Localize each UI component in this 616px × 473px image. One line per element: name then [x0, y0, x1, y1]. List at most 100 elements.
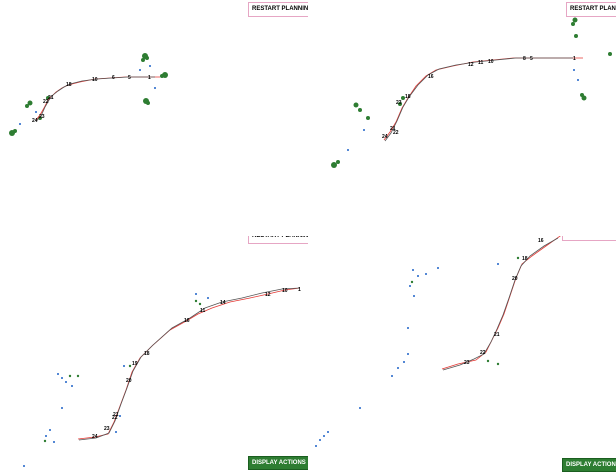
map-canvas-2[interactable]: 21 24 22 23 18 16 12 11 10 8 5 1: [308, 0, 616, 236]
blue-node: [65, 381, 67, 383]
cluster-node: [145, 56, 149, 60]
cluster-node: [366, 116, 370, 120]
blue-node: [391, 375, 393, 377]
cluster-node: [160, 74, 164, 78]
waypoint-label: 21: [48, 95, 54, 101]
blue-node: [119, 415, 121, 417]
cluster-node: [516, 256, 520, 260]
planned-path-gray: [35, 76, 155, 122]
planned-path-gray: [384, 57, 573, 142]
cluster-node: [198, 302, 202, 306]
waypoint-label: 5: [128, 75, 131, 81]
waypoint-label: 22: [480, 350, 486, 356]
waypoint-label: 23: [104, 426, 110, 432]
waypoint-label: 6: [112, 75, 115, 81]
blue-node: [397, 367, 399, 369]
waypoint-label: 11: [478, 60, 484, 66]
blue-node: [35, 111, 37, 113]
blue-node: [195, 293, 197, 295]
cluster-node: [572, 17, 578, 23]
waypoint-label: 23: [39, 114, 45, 120]
waypoint-label: 16: [538, 238, 544, 244]
planned-path-red: [441, 236, 561, 370]
waypoint-label: 21: [390, 126, 396, 132]
cluster-node: [486, 359, 490, 363]
restart-planning-button[interactable]: RESTART PLANNING: [566, 2, 616, 17]
blue-node: [407, 327, 409, 329]
waypoint-label: 24: [32, 118, 38, 124]
blue-node: [149, 65, 151, 67]
blue-node: [19, 123, 21, 125]
blue-node: [53, 441, 55, 443]
cluster-node: [68, 374, 72, 378]
blue-node: [61, 377, 63, 379]
cluster-node: [43, 439, 47, 443]
waypoint-label: 24: [382, 134, 388, 140]
blue-node: [363, 129, 365, 131]
waypoint-label: 22: [393, 130, 399, 136]
waypoint-label: 14: [220, 300, 226, 306]
planner-view-2[interactable]: 21 24 22 23 18 16 12 11 10 8 5 1 RESTART…: [308, 0, 616, 236]
waypoint-label: 16: [184, 318, 190, 324]
restart-planning-button[interactable]: RESTART PLANNING: [248, 2, 308, 17]
blue-node: [71, 385, 73, 387]
map-canvas-4[interactable]: 23 22 21 20 18 16: [308, 236, 616, 472]
blue-node: [409, 285, 411, 287]
blue-node: [497, 263, 499, 265]
blue-node: [573, 69, 575, 71]
planner-view-4[interactable]: 23 22 21 20 18 16 DISPLAY ACTIONS RESTAR…: [308, 236, 616, 472]
waypoint-label: 23: [396, 100, 402, 106]
waypoint-label: 11: [200, 308, 206, 314]
waypoint-label: 12: [468, 62, 474, 68]
blue-node: [139, 69, 141, 71]
blue-node: [577, 79, 579, 81]
cluster-node: [146, 101, 150, 105]
display-actions-button[interactable]: DISPLAY ACTIONS: [562, 458, 616, 472]
blue-node: [23, 465, 25, 467]
restart-planning-button[interactable]: RESTART PLANNING: [562, 236, 616, 241]
map-canvas-1[interactable]: 24 23 22 21 18 10 6 5 1: [0, 0, 308, 236]
waypoint-label: 10: [488, 59, 494, 65]
restart-planning-button[interactable]: RESTART PLANNING: [248, 236, 308, 244]
cluster-node: [398, 102, 402, 106]
blue-node: [407, 353, 409, 355]
waypoint-label: 24: [92, 434, 98, 440]
blue-node: [45, 435, 47, 437]
waypoint-label: 20: [512, 276, 518, 282]
waypoint-label: 12: [265, 292, 271, 298]
blue-node: [437, 267, 439, 269]
blue-node: [417, 275, 419, 277]
planned-path-gray: [442, 237, 559, 371]
display-actions-button[interactable]: DISPLAY ACTIONS: [248, 456, 308, 470]
waypoint-label: 1: [573, 56, 576, 62]
cluster-node: [13, 129, 17, 133]
waypoint-label: 8: [523, 56, 526, 62]
blue-node: [154, 87, 156, 89]
waypoint-label: 19: [132, 361, 138, 367]
waypoint-label: 21: [113, 412, 119, 418]
planner-view-1[interactable]: 24 23 22 21 18 10 6 5 1 RESTART PLANNING: [0, 0, 308, 236]
blue-node: [319, 439, 321, 441]
blue-node: [323, 435, 325, 437]
planned-path-red: [35, 76, 160, 121]
cluster-node: [496, 362, 500, 366]
waypoint-label: 20: [126, 378, 132, 384]
cluster-node: [580, 93, 584, 97]
blue-node: [403, 361, 405, 363]
planner-view-3[interactable]: 24 23 22 21 20 19 18 16 14 12 11 10 1 DI…: [0, 236, 308, 472]
cluster-node: [571, 22, 575, 26]
cluster-node: [353, 102, 359, 108]
waypoint-label: 16: [428, 74, 434, 80]
blue-node: [123, 365, 125, 367]
waypoint-label: 21: [494, 332, 500, 338]
waypoint-label: 18: [66, 82, 72, 88]
cluster-node: [574, 34, 578, 38]
planned-path-red: [383, 57, 583, 141]
cluster-node: [76, 374, 80, 378]
cluster-node: [336, 160, 340, 164]
blue-node: [315, 445, 317, 447]
waypoint-label: 1: [298, 287, 301, 293]
cluster-node: [331, 162, 337, 168]
map-canvas-3[interactable]: 24 23 22 21 20 19 18 16 14 12 11 10 1: [0, 236, 308, 472]
cluster-node: [38, 116, 42, 120]
